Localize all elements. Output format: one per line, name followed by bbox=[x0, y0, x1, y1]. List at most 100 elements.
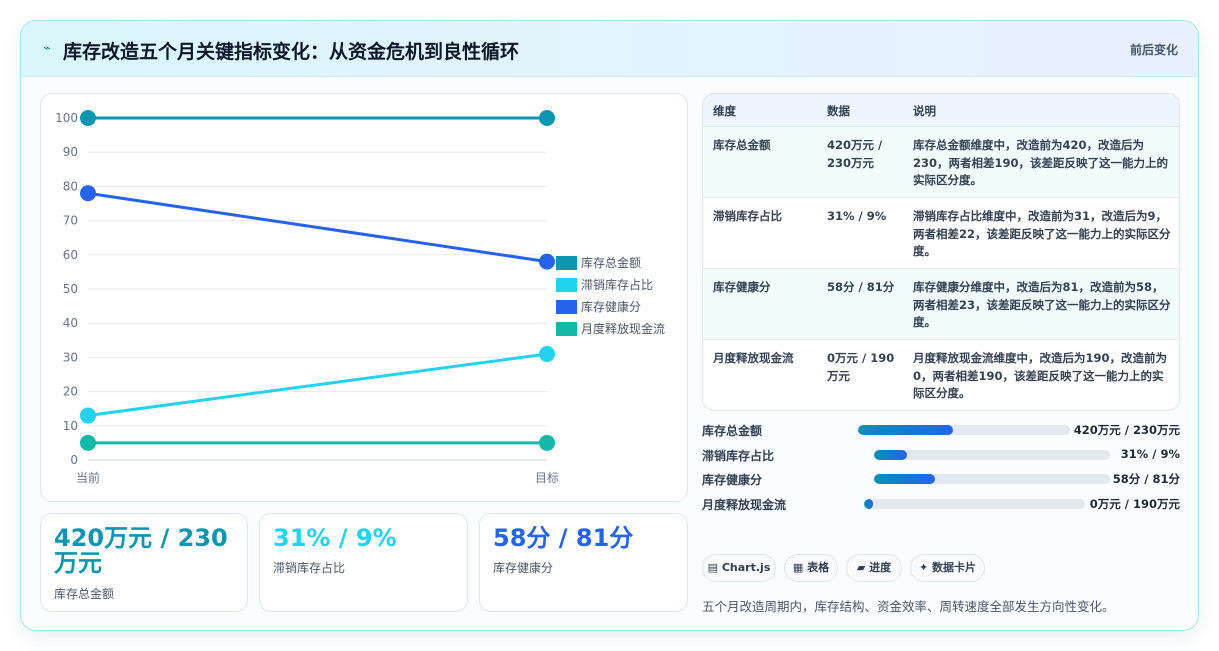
progress-label: 滞销库存占比 bbox=[702, 449, 775, 463]
y-tick-label: 50 bbox=[63, 282, 78, 296]
cell-data: 420万元 / 230万元 bbox=[827, 138, 883, 170]
cell-data: 58分 / 81分 bbox=[827, 280, 895, 294]
progress-fill bbox=[864, 499, 873, 509]
data-point bbox=[539, 434, 555, 451]
legend-swatch bbox=[556, 322, 577, 336]
y-tick-label: 80 bbox=[63, 179, 78, 193]
legend-label: 滞销库存占比 bbox=[581, 277, 653, 292]
progress-fill bbox=[858, 425, 954, 435]
y-tick-label: 60 bbox=[63, 248, 78, 262]
chart-icon: ▤ bbox=[707, 561, 719, 574]
progress-icon: ▰ bbox=[856, 561, 866, 574]
progress-track bbox=[858, 425, 1070, 435]
table-row: 库存总金额 420万元 / 230万元 库存总金额维度中，改造前为420，改造后… bbox=[703, 127, 1179, 198]
progress-fill bbox=[874, 474, 936, 484]
data-point bbox=[80, 407, 96, 424]
stat-card-slow-moving-ratio: 31% / 9% 滞销库存占比 bbox=[259, 513, 468, 612]
line-chart: 0 10 20 30 40 50 60 70 80 90 100 当前 目标 库存总金额滞销库存占比库存健… bbox=[55, 110, 665, 485]
data-point bbox=[80, 110, 96, 126]
cell-data: 31% / 9% bbox=[827, 209, 887, 223]
y-tick-label: 100 bbox=[55, 111, 78, 125]
legend-swatch bbox=[556, 300, 577, 314]
header: ⌁ 库存改造五个月关键指标变化：从资金危机到良性循环 前后变化 bbox=[21, 21, 1198, 77]
card-icon: ✦ bbox=[918, 561, 929, 574]
main-card: ⌁ 库存改造五个月关键指标变化：从资金危机到良性循环 前后变化 0 10 20 30 4… bbox=[20, 20, 1199, 631]
y-tick-label: 20 bbox=[63, 385, 78, 399]
column-header-dimension: 维度 bbox=[713, 104, 736, 118]
cell-description: 滞销库存占比维度中，改造前为31，改造后为9，两者相差22，该差距反映了这一能力… bbox=[913, 209, 1171, 258]
footer-note: 五个月改造周期内，库存结构、资金效率、周转速度全部发生方向性变化。 bbox=[702, 599, 1115, 614]
stat-value: 58分 / 81分 bbox=[493, 524, 634, 552]
progress-row: 月度释放现金流 0万元 / 190万元 bbox=[702, 495, 1180, 513]
y-tick-label: 30 bbox=[63, 350, 78, 364]
cell-description: 库存健康分维度中，改造后为81，改造前为58，两者相差23，该差距反映了这一能力… bbox=[913, 280, 1171, 329]
metrics-table: 维度 数据 说明 库存总金额 420万元 / 230万元 库存总金额维度中，改造… bbox=[702, 93, 1180, 411]
x-tick-label: 目标 bbox=[535, 471, 559, 485]
chip-label: 数据卡片 bbox=[932, 561, 977, 574]
series-line bbox=[87, 191, 548, 264]
series-line bbox=[87, 352, 548, 418]
stat-label: 库存总金额 bbox=[54, 587, 115, 601]
progress-track bbox=[864, 499, 1085, 509]
legend-swatch bbox=[556, 278, 577, 292]
data-point bbox=[539, 345, 555, 362]
line-chart-panel: 0 10 20 30 40 50 60 70 80 90 100 当前 目标 库存总金额滞销库存占比 库存健… bbox=[40, 93, 688, 502]
y-tick-label: 90 bbox=[63, 145, 78, 159]
progress-label: 库存健康分 bbox=[702, 473, 763, 487]
y-tick-label: 10 bbox=[63, 419, 78, 433]
progress-track bbox=[874, 450, 1110, 460]
table-row: 滞销库存占比 31% / 9% 滞销库存占比维度中，改造前为31，改造后为9，两… bbox=[703, 198, 1179, 269]
header-tag: 前后变化 bbox=[1129, 43, 1178, 57]
legend-swatch bbox=[556, 256, 577, 270]
progress-fill bbox=[874, 450, 908, 460]
cell-description: 库存总金额维度中，改造前为420，改造后为230，两者相差190，该差距反映了这… bbox=[913, 138, 1169, 187]
column-header-data: 数据 bbox=[827, 104, 850, 118]
chip-label: 表格 bbox=[807, 561, 830, 574]
data-point bbox=[539, 253, 555, 270]
stat-card-inventory-total: 420万元 / 230万元 库存总金额 bbox=[40, 513, 248, 612]
table-icon: ▦ bbox=[792, 561, 804, 574]
progress-row: 库存健康分 58分 / 81分 bbox=[702, 470, 1180, 488]
column-header-description: 说明 bbox=[913, 104, 936, 118]
stat-label: 库存健康分 bbox=[493, 561, 554, 575]
x-tick-label: 当前 bbox=[76, 470, 100, 485]
cell-dimension: 库存总金额 bbox=[713, 138, 771, 152]
progress-value: 31% / 9% bbox=[1120, 447, 1180, 461]
y-tick-label: 0 bbox=[70, 453, 78, 467]
page-title: 库存改造五个月关键指标变化：从资金危机到良性循环 bbox=[63, 41, 520, 63]
progress-value: 420万元 / 230万元 bbox=[1073, 423, 1180, 437]
chip-label: Chart.js bbox=[721, 561, 771, 574]
table-row: 月度释放现金流 0万元 / 190万元 月度释放现金流维度中，改造后为190，改… bbox=[703, 340, 1179, 410]
legend-label: 库存健康分 bbox=[581, 299, 641, 314]
stat-value: 420万元 / 230万元 bbox=[54, 524, 228, 577]
y-tick-label: 70 bbox=[63, 214, 78, 228]
trend-icon: ⌁ bbox=[43, 41, 51, 56]
chip-data-card[interactable]: ✦ 数据卡片 bbox=[910, 554, 985, 582]
chip-table[interactable]: ▦ 表格 bbox=[784, 554, 838, 582]
chip-chart[interactable]: ▤ Chart.js bbox=[702, 554, 776, 582]
data-point bbox=[539, 110, 555, 126]
stat-value: 31% / 9% bbox=[273, 524, 397, 552]
y-tick-label: 40 bbox=[63, 316, 78, 330]
data-point bbox=[80, 185, 96, 202]
progress-row: 库存总金额 420万元 / 230万元 bbox=[702, 421, 1180, 439]
progress-value: 0万元 / 190万元 bbox=[1089, 497, 1180, 511]
cell-dimension: 库存健康分 bbox=[713, 280, 771, 294]
cell-data: 0万元 / 190万元 bbox=[827, 351, 895, 383]
progress-track bbox=[874, 474, 1110, 484]
progress-value: 58分 / 81分 bbox=[1112, 472, 1180, 486]
chip-progress[interactable]: ▰ 进度 bbox=[846, 554, 902, 582]
data-point bbox=[80, 434, 96, 451]
table-row: 库存健康分 58分 / 81分 库存健康分维度中，改造后为81，改造前为58，两… bbox=[703, 269, 1179, 340]
cell-dimension: 月度释放现金流 bbox=[713, 351, 794, 365]
legend-label: 库存总金额 bbox=[581, 255, 641, 270]
cell-description: 月度释放现金流维度中，改造后为190，改造前为0，两者相差190，该差距反映了这… bbox=[913, 351, 1168, 400]
stat-label: 滞销库存占比 bbox=[273, 561, 346, 575]
cell-dimension: 滞销库存占比 bbox=[713, 209, 782, 223]
legend-label: 月度释放现金流 bbox=[581, 321, 665, 336]
progress-row: 滞销库存占比 31% / 9% bbox=[702, 446, 1180, 464]
table-header: 维度 数据 说明 bbox=[703, 94, 1179, 127]
progress-label: 月度释放现金流 bbox=[702, 498, 787, 512]
chip-label: 进度 bbox=[869, 561, 892, 574]
stat-card-health-score: 58分 / 81分 库存健康分 bbox=[479, 513, 688, 612]
